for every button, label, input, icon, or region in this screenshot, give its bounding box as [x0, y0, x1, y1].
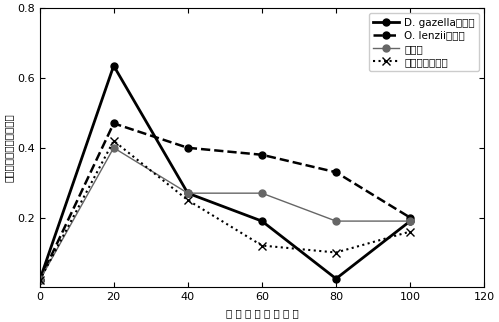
D. gazella放飼区: [111, 64, 117, 68]
Line: 自然区: 自然区: [36, 144, 414, 284]
フンムシ除去区: [111, 139, 117, 143]
D. gazella放飼区: [333, 277, 339, 280]
O. lenzii放飼区: [36, 279, 42, 282]
フンムシ除去区: [407, 230, 413, 233]
自然区: [259, 191, 265, 195]
フンムシ除去区: [333, 251, 339, 254]
O. lenzii放飼区: [111, 121, 117, 125]
O. lenzii放飼区: [407, 216, 413, 220]
自然区: [36, 279, 42, 282]
フンムシ除去区: [259, 244, 265, 248]
Legend: D. gazella放飼区, O. lenzii放飼区, 自然区, フンムシ除去区: D. gazella放飼区, O. lenzii放飼区, 自然区, フンムシ除去…: [369, 14, 479, 71]
Y-axis label: 不食過繁地の面積（㎡）: 不食過繁地の面積（㎡）: [4, 113, 14, 182]
自然区: [407, 219, 413, 223]
自然区: [111, 146, 117, 150]
O. lenzii放飼区: [259, 153, 265, 157]
D. gazella放飼区: [36, 279, 42, 282]
Line: D. gazella放飼区: D. gazella放飼区: [36, 62, 414, 284]
X-axis label: 牛 糞 設 置 後 の 日 数: 牛 糞 設 置 後 の 日 数: [226, 308, 298, 318]
フンムシ除去区: [185, 198, 191, 202]
自然区: [185, 191, 191, 195]
Line: O. lenzii放飼区: O. lenzii放飼区: [36, 120, 414, 284]
D. gazella放飼区: [259, 219, 265, 223]
フンムシ除去区: [36, 279, 42, 282]
自然区: [333, 219, 339, 223]
D. gazella放飼区: [185, 191, 191, 195]
O. lenzii放飼区: [185, 146, 191, 150]
D. gazella放飼区: [407, 219, 413, 223]
Line: フンムシ除去区: フンムシ除去区: [35, 137, 414, 285]
O. lenzii放飼区: [333, 170, 339, 174]
